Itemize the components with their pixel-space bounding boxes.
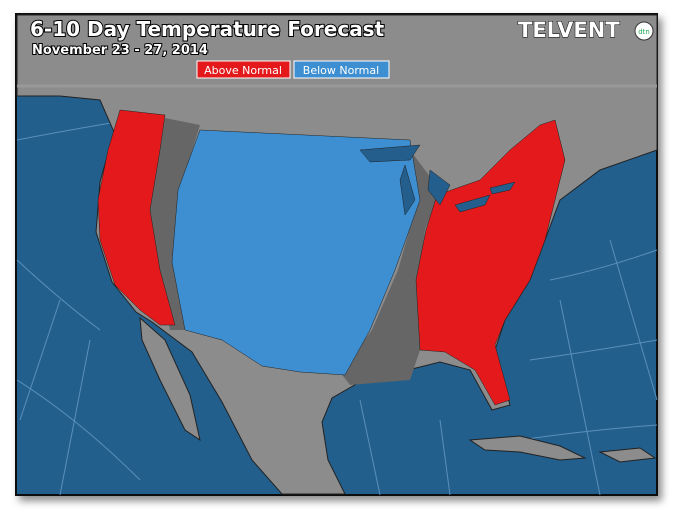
logo-badge xyxy=(634,21,654,41)
legend-swatch xyxy=(293,60,390,79)
region-below-central xyxy=(171,129,421,376)
logo-badge-text: dtn xyxy=(638,28,650,36)
region-above-west xyxy=(97,109,176,326)
title: 6-10 Day Temperature Forecast xyxy=(30,17,385,41)
logo: TELVENT xyxy=(518,18,620,42)
region-above-east xyxy=(415,119,566,406)
subtitle: November 23 - 27, 2014 xyxy=(32,43,208,58)
great-lakes xyxy=(359,144,516,216)
legend-swatch xyxy=(196,60,291,79)
legend-label: Below Normal xyxy=(303,64,379,77)
hispaniola xyxy=(598,447,657,463)
legend: Above Normal Below Normal xyxy=(196,60,390,79)
dark-band-east xyxy=(340,150,440,385)
legend-label: Above Normal xyxy=(204,64,282,77)
cuba xyxy=(468,435,587,461)
baja xyxy=(139,316,201,442)
